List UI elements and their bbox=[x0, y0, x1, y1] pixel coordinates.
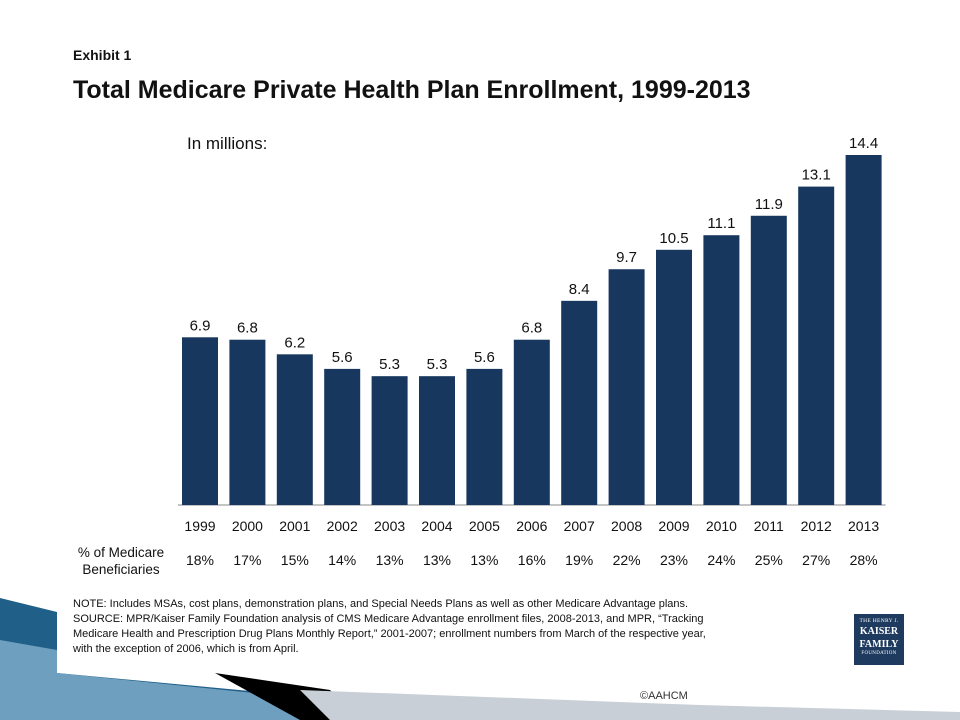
x-tick-label: 2004 bbox=[421, 518, 452, 534]
bar-value-label: 5.3 bbox=[379, 356, 400, 373]
percent-row-label: % of Medicare Beneficiaries bbox=[77, 545, 165, 577]
x-tick-label: 2008 bbox=[611, 518, 642, 534]
x-tick-label: 1999 bbox=[184, 518, 215, 534]
x-tick-label: 2006 bbox=[516, 518, 547, 534]
percent-value: 14% bbox=[328, 552, 356, 568]
x-tick-label: 2005 bbox=[469, 518, 500, 534]
note-line: NOTE: Includes MSAs, cost plans, demonst… bbox=[73, 598, 689, 610]
bar-value-label: 6.9 bbox=[190, 317, 211, 334]
percent-value: 27% bbox=[802, 552, 830, 568]
bar bbox=[513, 339, 550, 505]
bar-value-label: 6.8 bbox=[237, 320, 258, 337]
kaiser-family-foundation-logo: THE HENRY J. KAISER FAMILY FOUNDATION bbox=[854, 614, 904, 665]
bar-value-label: 6.8 bbox=[521, 320, 542, 337]
bar bbox=[561, 300, 598, 505]
percent-value: 25% bbox=[755, 552, 783, 568]
bar bbox=[371, 376, 408, 505]
x-tick-label: 2012 bbox=[801, 518, 832, 534]
bar bbox=[229, 339, 266, 505]
bar-value-label: 13.1 bbox=[802, 167, 831, 184]
bar bbox=[182, 337, 218, 505]
percent-value: 15% bbox=[281, 552, 309, 568]
bar-value-label: 14.4 bbox=[849, 135, 878, 152]
exhibit-label: Exhibit 1 bbox=[73, 47, 132, 63]
bar-value-label: 11.1 bbox=[707, 215, 735, 232]
percent-value: 22% bbox=[613, 552, 641, 568]
percent-value: 23% bbox=[660, 552, 688, 568]
bar bbox=[703, 235, 740, 506]
logo-line-3: FOUNDATION bbox=[861, 651, 897, 656]
x-tick-label: 2009 bbox=[658, 518, 689, 534]
x-tick-label: 2010 bbox=[706, 518, 737, 534]
bar bbox=[750, 215, 787, 505]
percent-value: 19% bbox=[565, 552, 593, 568]
percent-value: 13% bbox=[470, 552, 498, 568]
percent-value: 13% bbox=[376, 552, 404, 568]
bar-value-label: 5.6 bbox=[332, 349, 353, 366]
percent-value: 24% bbox=[707, 552, 735, 568]
exhibit-panel: Exhibit 1 Total Medicare Private Health … bbox=[57, 25, 907, 673]
bar bbox=[656, 249, 692, 505]
x-tick-label: 2007 bbox=[564, 518, 595, 534]
bar bbox=[798, 186, 835, 505]
bar-value-label: 9.7 bbox=[616, 249, 637, 266]
percent-value: 13% bbox=[423, 552, 451, 568]
x-tick-label: 2003 bbox=[374, 518, 405, 534]
bar-value-label: 8.4 bbox=[569, 281, 590, 298]
x-tick-label: 2000 bbox=[232, 518, 263, 534]
bar bbox=[466, 368, 503, 505]
bar bbox=[845, 155, 882, 505]
chart-subtitle: In millions: bbox=[187, 134, 268, 153]
bar bbox=[276, 354, 313, 505]
source-line: with the exception of 2006, which is fro… bbox=[73, 643, 299, 655]
bar-value-label: 6.2 bbox=[284, 334, 305, 351]
chart-notes: NOTE: Includes MSAs, cost plans, demonst… bbox=[73, 597, 833, 657]
percent-value: 16% bbox=[518, 552, 546, 568]
slide-accent-gray bbox=[300, 690, 960, 720]
logo-line-2b: FAMILY bbox=[859, 639, 899, 650]
x-tick-label: 2011 bbox=[754, 518, 784, 534]
x-tick-label: 2001 bbox=[279, 518, 310, 534]
bar-chart: 6.9 1999 18% 6.8 2000 17% 6.2 2001 15% 5.6 2002 14%… bbox=[178, 135, 886, 568]
copyright-text: ©AAHCM bbox=[640, 690, 688, 702]
x-tick-label: 2013 bbox=[848, 518, 879, 534]
x-tick-label: 2002 bbox=[327, 518, 358, 534]
bar bbox=[608, 269, 645, 505]
slide-accent-light bbox=[0, 640, 520, 720]
bar-value-label: 5.6 bbox=[474, 349, 495, 366]
percent-value: 17% bbox=[233, 552, 261, 568]
logo-line-2a: KAISER bbox=[859, 626, 899, 637]
source-line: SOURCE: MPR/Kaiser Family Foundation ana… bbox=[73, 613, 704, 625]
logo-line-1: THE HENRY J. bbox=[859, 618, 899, 624]
bar bbox=[324, 368, 361, 505]
bar bbox=[419, 376, 455, 505]
bar-value-label: 10.5 bbox=[659, 230, 688, 247]
percent-value: 18% bbox=[186, 552, 214, 568]
bar-value-label: 5.3 bbox=[427, 356, 448, 373]
percent-value: 28% bbox=[850, 552, 878, 568]
source-line: Medicare Health and Prescription Drug Pl… bbox=[73, 628, 706, 640]
chart-title: Total Medicare Private Health Plan Enrol… bbox=[73, 76, 751, 104]
bar-value-label: 11.9 bbox=[755, 196, 783, 213]
